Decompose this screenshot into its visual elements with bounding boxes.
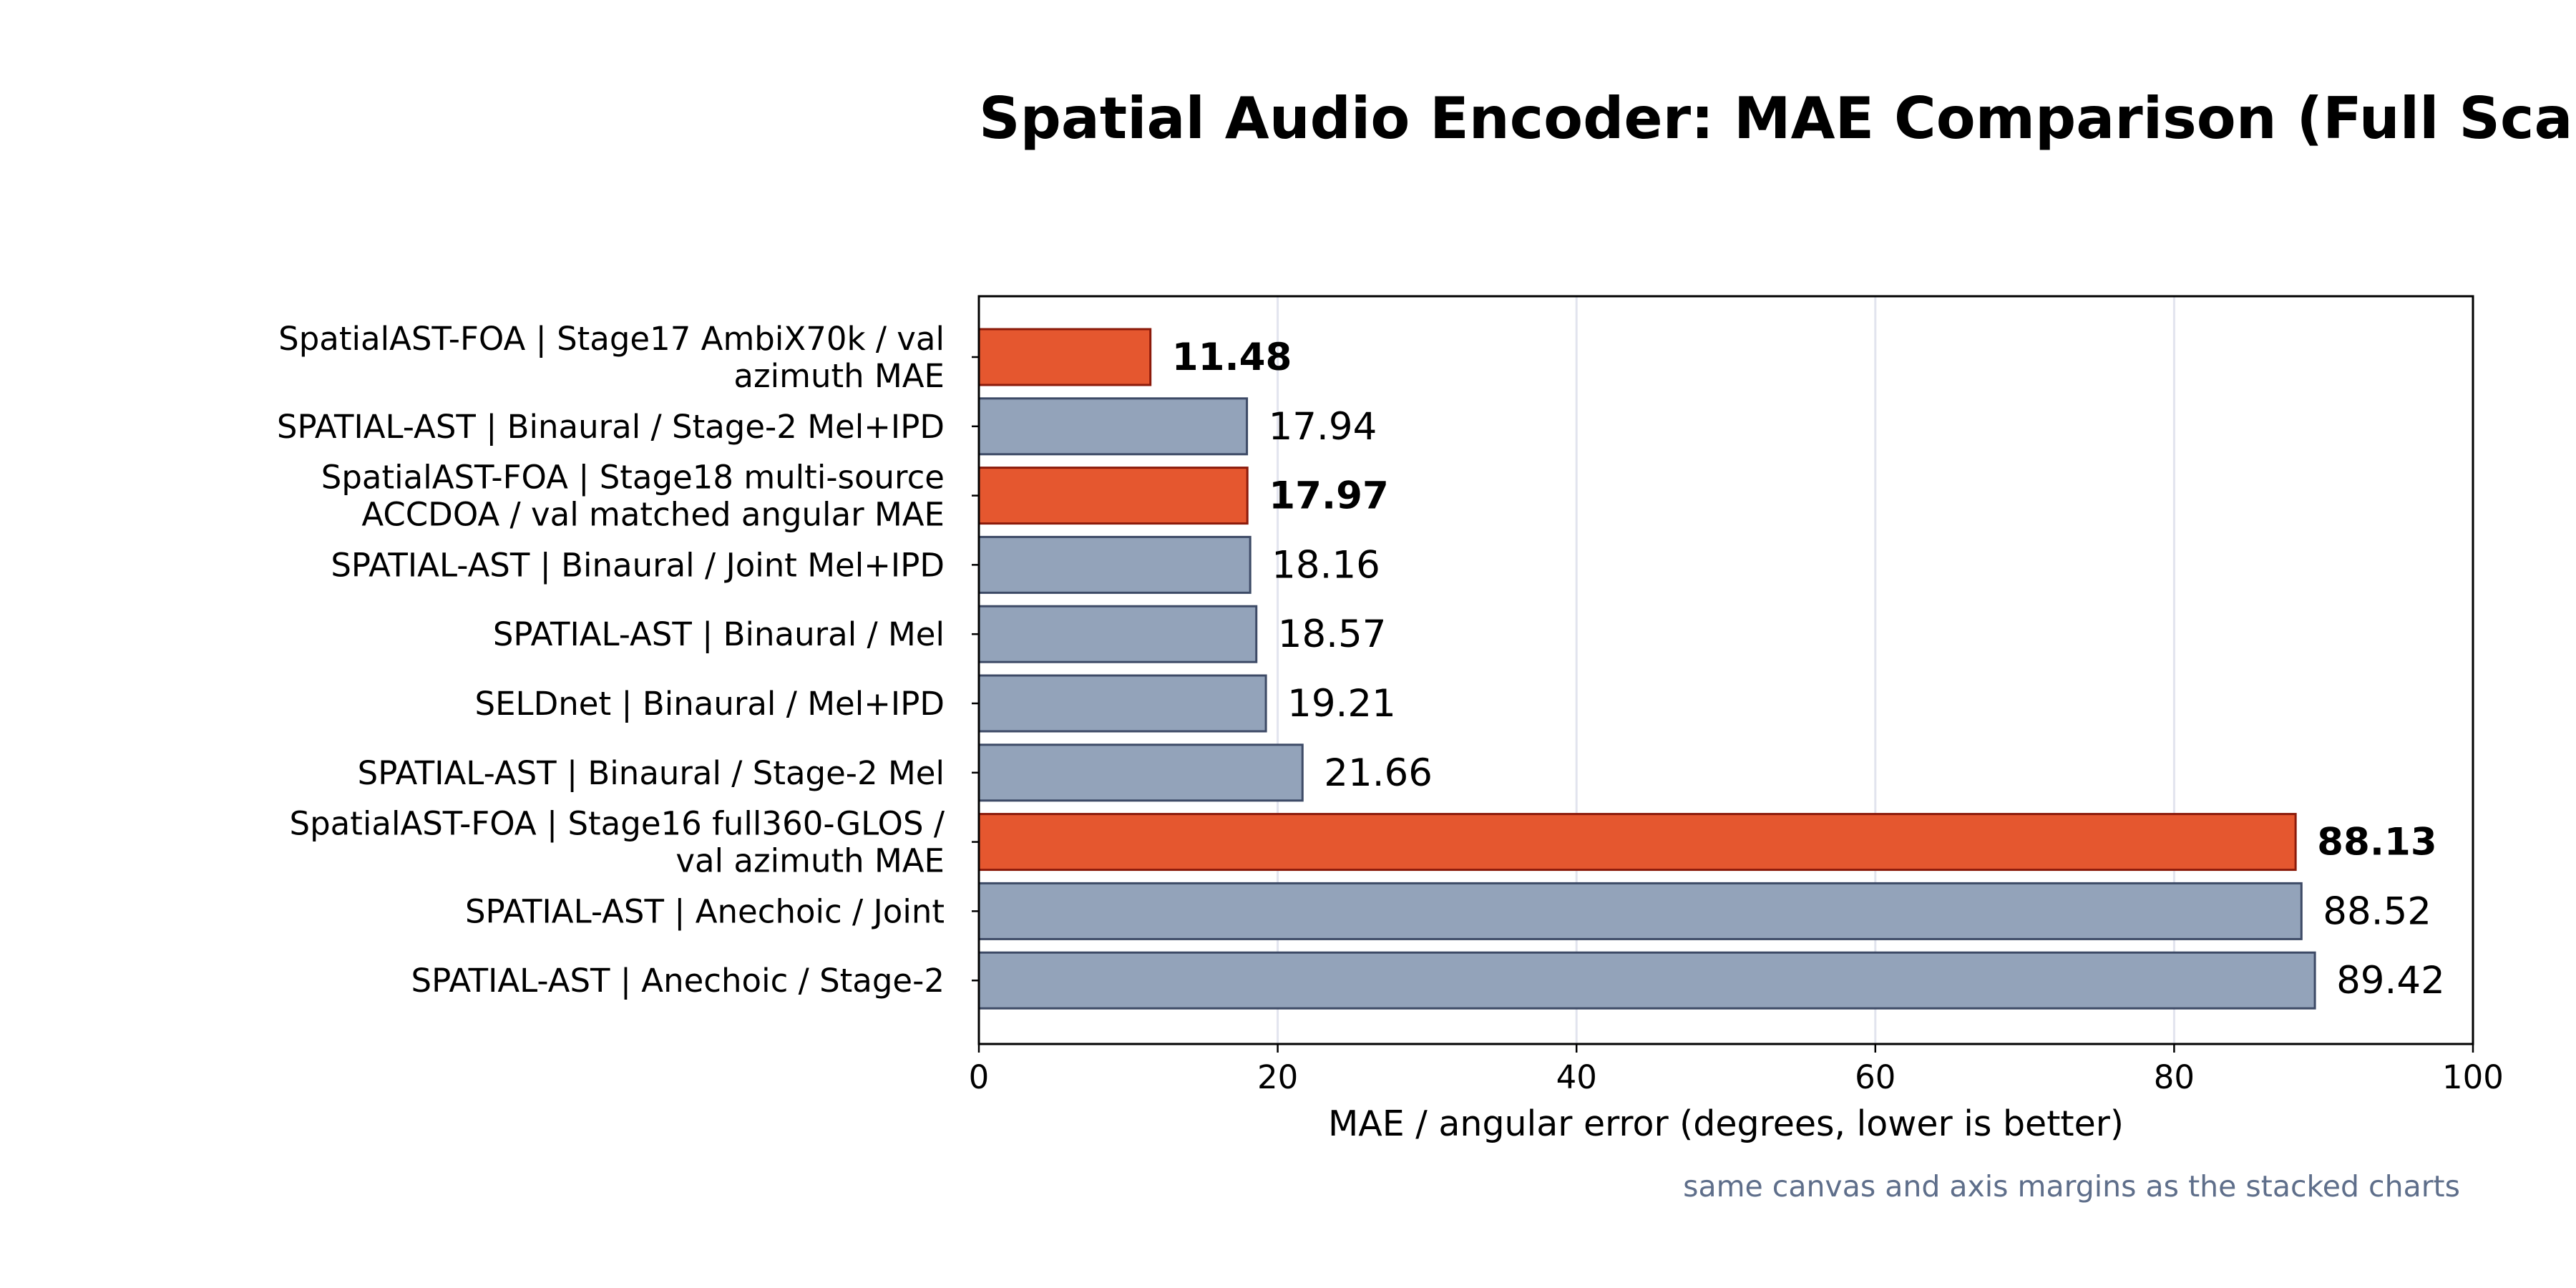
bar bbox=[977, 882, 2303, 940]
value-label: 19.21 bbox=[1287, 682, 1396, 726]
bar bbox=[977, 605, 1258, 663]
category-label-line: SPATIAL-AST | Binaural / Mel bbox=[493, 615, 945, 653]
x-tick-label: 80 bbox=[2154, 1058, 2195, 1096]
category-label-line: SPATIAL-AST | Binaural / Stage-2 Mel+IPD bbox=[277, 408, 945, 446]
category-label: SPATIAL-AST | Anechoic / Joint bbox=[465, 892, 945, 930]
x-tick-label: 20 bbox=[1257, 1058, 1298, 1096]
value-label: 21.66 bbox=[1324, 751, 1433, 795]
chart-footnote: same canvas and axis margins as the stac… bbox=[1683, 1169, 2460, 1204]
category-label: SELDnet | Binaural / Mel+IPD bbox=[475, 685, 945, 723]
category-label-line: SPATIAL-AST | Anechoic / Stage-2 bbox=[411, 962, 945, 1000]
category-label-line: SPATIAL-AST | Anechoic / Joint bbox=[465, 892, 945, 930]
bar bbox=[977, 397, 1249, 456]
value-label: 88.52 bbox=[2323, 889, 2431, 933]
category-label-line: SpatialAST-FOA | Stage16 full360-GLOS / bbox=[290, 805, 945, 843]
category-label: SpatialAST-FOA | Stage18 multi-source ACC… bbox=[321, 459, 945, 534]
category-label: SPATIAL-AST | Binaural / Joint Mel+IPD bbox=[331, 546, 945, 584]
bar bbox=[977, 951, 2316, 1010]
category-label-line: SPATIAL-AST | Binaural / Stage-2 Mel bbox=[358, 754, 945, 792]
category-label: SPATIAL-AST | Binaural / Mel bbox=[493, 615, 945, 653]
category-label-line: SPATIAL-AST | Binaural / Joint Mel+IPD bbox=[331, 546, 945, 584]
x-tick-label: 60 bbox=[1855, 1058, 1896, 1096]
axes: 0 20 40 60 80 100 bbox=[969, 295, 2504, 1096]
value-label: 18.16 bbox=[1272, 543, 1380, 587]
x-tick-label: 40 bbox=[1556, 1058, 1597, 1096]
bar bbox=[977, 813, 2297, 872]
category-label-line: SELDnet | Binaural / Mel+IPD bbox=[475, 685, 945, 723]
bar bbox=[977, 743, 1304, 802]
bars bbox=[977, 328, 2316, 1010]
category-label: SPATIAL-AST | Binaural / Stage-2 Mel+IPD bbox=[277, 408, 945, 446]
plot-frame bbox=[977, 295, 2474, 1045]
value-label: 18.57 bbox=[1278, 613, 1387, 656]
category-label-line: SpatialAST-FOA | Stage17 AmbiX70k / val bbox=[278, 320, 945, 358]
category-label: SPATIAL-AST | Anechoic / Stage-2 bbox=[411, 962, 945, 1000]
chart-title: Spatial Audio Encoder: MAE Comparison (F… bbox=[979, 85, 2576, 152]
category-label: SpatialAST-FOA | Stage17 AmbiX70k / val a… bbox=[278, 320, 945, 395]
x-tick-label: 100 bbox=[2442, 1058, 2504, 1096]
bar bbox=[977, 535, 1252, 594]
category-labels: SpatialAST-FOA | Stage17 AmbiX70k / val a… bbox=[277, 320, 945, 1000]
value-label: 89.42 bbox=[2336, 959, 2445, 1002]
bar bbox=[977, 674, 1267, 733]
category-label-line: azimuth MAE bbox=[733, 357, 945, 395]
category-label: SPATIAL-AST | Binaural / Stage-2 Mel bbox=[358, 754, 945, 792]
category-label-line: SpatialAST-FOA | Stage18 multi-source bbox=[321, 459, 945, 497]
value-label: 88.13 bbox=[2317, 821, 2437, 864]
value-label: 17.97 bbox=[1269, 474, 1389, 518]
value-label: 17.94 bbox=[1269, 405, 1377, 449]
x-tick-label: 0 bbox=[969, 1058, 990, 1096]
bar bbox=[977, 467, 1249, 525]
category-label-line: ACCDOA / val matched angular MAE bbox=[361, 496, 945, 534]
x-axis-label: MAE / angular error (degrees, lower is b… bbox=[1328, 1103, 2124, 1144]
category-label-line: val azimuth MAE bbox=[675, 842, 945, 880]
value-labels: 11.48 17.94 17.97 18.16 18.57 19.21 21.66 88.13… bbox=[1172, 336, 2445, 1002]
value-label: 11.48 bbox=[1172, 336, 1292, 379]
category-label: SpatialAST-FOA | Stage16 full360-GLOS / v… bbox=[290, 805, 945, 880]
bar bbox=[977, 328, 1152, 386]
